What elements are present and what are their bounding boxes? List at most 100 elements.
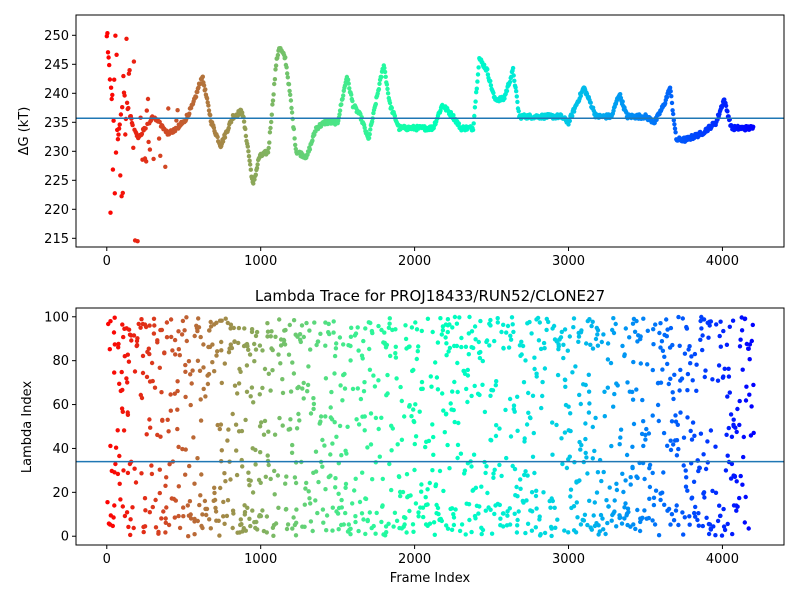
lambda-point xyxy=(534,506,539,511)
lambda-point xyxy=(210,342,215,347)
lambda-point xyxy=(570,370,575,375)
delta-g-point xyxy=(245,144,250,149)
lambda-point xyxy=(541,340,547,346)
lambda-point xyxy=(111,515,116,520)
lambda-point xyxy=(565,348,570,353)
lambda-point xyxy=(251,400,256,405)
lambda-point xyxy=(245,505,250,510)
lambda-point xyxy=(323,343,328,348)
lambda-point xyxy=(578,330,584,335)
lambda-point xyxy=(527,415,533,420)
lambda-point xyxy=(571,504,577,509)
lambda-point xyxy=(643,437,648,442)
delta-g-point xyxy=(114,52,119,57)
lambda-point xyxy=(677,388,682,393)
lambda-point xyxy=(537,514,542,519)
delta-g-point xyxy=(248,162,253,167)
lambda-point xyxy=(105,500,110,505)
lambda-point xyxy=(336,491,341,496)
lambda-point xyxy=(425,502,430,507)
lambda-point xyxy=(705,439,710,444)
delta-g-point xyxy=(286,82,292,87)
lambda-point xyxy=(290,360,295,365)
lambda-point xyxy=(359,511,365,516)
lambda-point xyxy=(683,484,689,489)
lambda-point xyxy=(192,532,197,537)
lambda-point xyxy=(638,361,643,366)
lambda-point xyxy=(588,342,593,347)
lambda-point xyxy=(721,374,726,379)
lambda-point xyxy=(340,398,345,403)
lambda-point xyxy=(176,329,181,334)
lambda-point xyxy=(213,509,219,514)
lambda-point xyxy=(177,525,183,531)
lambda-point xyxy=(228,342,233,347)
lambda-point xyxy=(163,530,168,535)
lambda-point xyxy=(228,477,233,482)
lambda-point xyxy=(630,444,635,449)
lambda-point xyxy=(337,423,343,429)
lambda-point xyxy=(349,325,354,330)
delta-g-point xyxy=(470,127,476,133)
lambda-point xyxy=(466,502,472,507)
lambda-point xyxy=(562,528,567,533)
lambda-point xyxy=(379,327,384,333)
lambda-point xyxy=(204,506,210,512)
lambda-point xyxy=(254,519,259,525)
lambda-point xyxy=(141,529,146,535)
lambda-point xyxy=(287,322,292,328)
lambda-point xyxy=(737,344,743,349)
lambda-point xyxy=(587,401,592,406)
lambda-point xyxy=(414,356,419,362)
lambda-point xyxy=(332,420,337,425)
delta-g-point xyxy=(669,94,674,99)
lambda-point xyxy=(681,463,686,468)
lambda-point xyxy=(674,503,679,508)
lambda-point xyxy=(701,452,706,457)
lambda-point xyxy=(183,447,188,452)
delta-g-point xyxy=(382,65,387,71)
lambda-point xyxy=(548,505,553,510)
lambda-point xyxy=(721,506,726,512)
lambda-point xyxy=(409,325,415,330)
delta-g-point xyxy=(511,73,516,78)
delta-g-point xyxy=(252,177,257,182)
lambda-point xyxy=(384,342,390,348)
lambda-point xyxy=(189,381,194,386)
lambda-point xyxy=(701,490,707,495)
lambda-point xyxy=(339,505,344,510)
lambda-point xyxy=(176,347,181,352)
lambda-point xyxy=(520,343,526,349)
lambda-point xyxy=(413,320,418,325)
delta-g-point xyxy=(515,99,520,105)
lambda-point xyxy=(362,428,367,433)
lambda-point xyxy=(358,396,364,402)
delta-g-point xyxy=(290,116,295,122)
lambda-point xyxy=(435,387,441,392)
lambda-point xyxy=(242,512,247,517)
lambda-point xyxy=(589,323,594,329)
delta-g-point xyxy=(158,153,163,158)
lambda-point xyxy=(225,438,230,443)
lambda-point xyxy=(703,466,709,472)
lambda-point xyxy=(430,468,435,473)
lambda-point xyxy=(271,533,276,538)
lambda-point xyxy=(735,406,740,412)
lambda-point xyxy=(333,485,338,490)
lambda-point xyxy=(110,523,116,529)
lambda-point xyxy=(479,484,484,489)
lambda-point xyxy=(153,497,158,503)
lambda-point xyxy=(395,442,400,447)
lambda-point xyxy=(741,434,746,440)
delta-g-point xyxy=(751,124,756,129)
lambda-point xyxy=(526,390,531,396)
lambda-point xyxy=(328,473,333,478)
lambda-point xyxy=(159,516,164,521)
lambda-point xyxy=(266,429,271,434)
lambda-point xyxy=(195,456,200,461)
lambda-point xyxy=(313,498,318,503)
lambda-point xyxy=(403,323,408,328)
delta-g-point xyxy=(570,113,575,119)
lambda-point xyxy=(202,498,208,504)
lambda-point xyxy=(631,522,636,527)
